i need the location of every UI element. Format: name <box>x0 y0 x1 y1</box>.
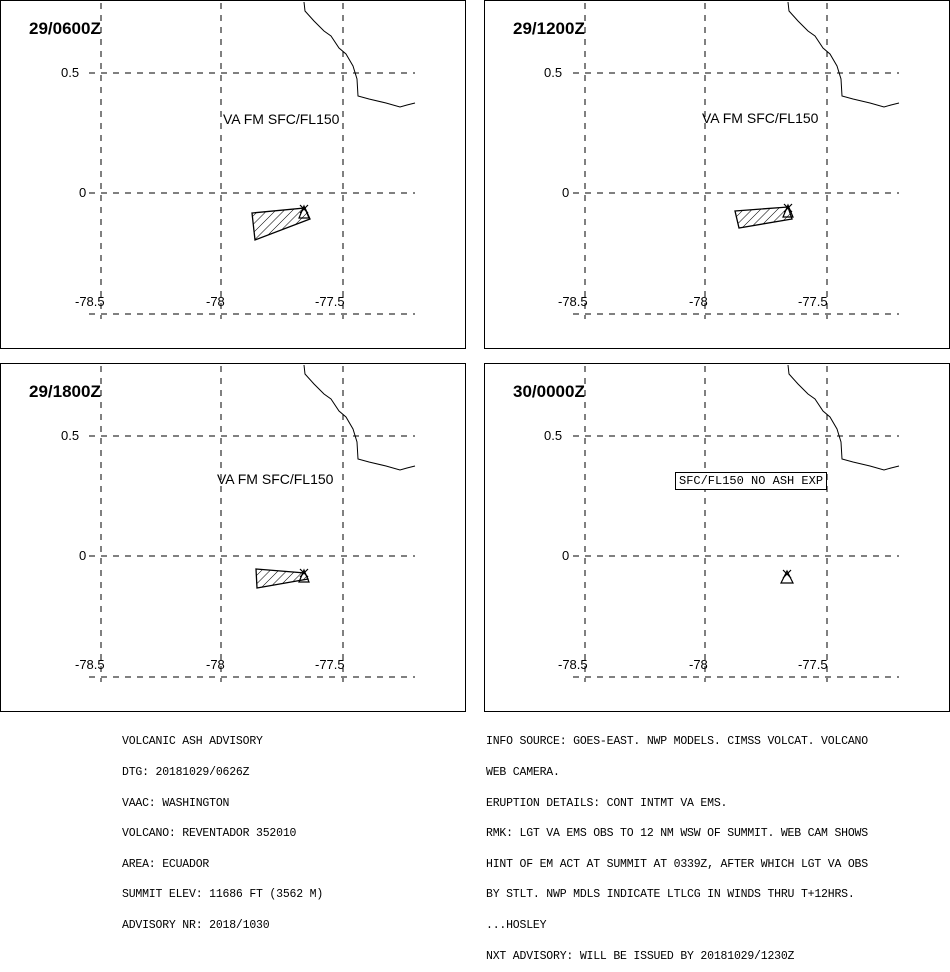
volcano-icon <box>782 203 794 218</box>
lat-tick-0: 0 <box>79 548 87 563</box>
lon-tick-785: -78.5 <box>75 294 105 309</box>
lon-tick-775: -77.5 <box>798 657 828 672</box>
advisory-line: AREA: ECUADOR <box>122 857 210 871</box>
lon-tick-785: -78.5 <box>75 657 105 672</box>
lon-tick-775: -77.5 <box>798 294 828 309</box>
lon-tick-775: -77.5 <box>315 657 345 672</box>
lat-tick-0: 0 <box>562 548 570 563</box>
ash-cloud-polygon <box>251 207 311 241</box>
map-graphic <box>573 1 900 319</box>
ash-label: VA FM SFC/FL150 <box>217 471 334 487</box>
panel-time: 29/1200Z <box>513 19 585 38</box>
advisory-line: SUMMIT ELEV: 11686 FT (3562 M) <box>122 888 324 902</box>
advisory-line: DTG: 20181029/0626Z <box>122 766 250 779</box>
ash-cloud-polygon <box>734 206 793 229</box>
volcano-icon <box>298 568 310 583</box>
panel-time: 30/0000Z <box>513 382 585 401</box>
advisory-line: NXT ADVISORY: WILL BE ISSUED BY 20181029… <box>486 949 795 963</box>
advisory-line: INFO SOURCE: GOES-EAST. NWP MODELS. CIMS… <box>486 735 868 749</box>
advisory-header-block: VOLCANIC ASH ADVISORY DTG: 20181029/0626… <box>122 717 323 941</box>
coastline <box>787 1 900 108</box>
map-graphic <box>573 364 900 682</box>
advisory-details-block: INFO SOURCE: GOES-EAST. NWP MODELS. CIMS… <box>486 717 868 972</box>
map-graphic <box>89 1 416 319</box>
lon-tick-775: -77.5 <box>315 294 345 309</box>
lat-tick-05: 0.5 <box>61 65 80 80</box>
coastline <box>787 364 900 471</box>
graticule <box>573 3 899 319</box>
advisory-line: VOLCANIC ASH ADVISORY <box>122 735 263 749</box>
forecast-panel-0600: 29/0600Z VA FM SFC/FL150 0.5 0 -78.5 -78… <box>0 0 466 349</box>
lon-tick-78: -78 <box>689 294 708 309</box>
lon-tick-78: -78 <box>206 294 225 309</box>
volcano-icon <box>780 569 794 584</box>
panel-time: 29/1800Z <box>29 382 101 401</box>
lon-tick-785: -78.5 <box>558 657 588 672</box>
advisory-line: WEB CAMERA. <box>486 766 560 779</box>
advisory-line: ADVISORY NR: 2018/1030 <box>122 918 270 932</box>
lon-tick-78: -78 <box>689 657 708 672</box>
ash-label: VA FM SFC/FL150 <box>702 110 819 126</box>
advisory-line: BY STLT. NWP MDLS INDICATE LTLCG IN WIND… <box>486 888 855 902</box>
no-ash-label: SFC/FL150 NO ASH EXP <box>675 472 828 490</box>
lat-tick-0: 0 <box>562 185 570 200</box>
forecast-panel-1200: 29/1200Z VA FM SFC/FL150 0.5 0 -78.5 -78… <box>484 0 950 349</box>
map-graphic <box>89 364 416 682</box>
volcano-icon <box>298 204 310 219</box>
graticule <box>573 366 899 682</box>
lat-tick-05: 0.5 <box>544 428 563 443</box>
advisory-line: ...HOSLEY <box>486 918 547 932</box>
lat-tick-05: 0.5 <box>544 65 563 80</box>
graticule <box>89 366 415 682</box>
advisory-line: RMK: LGT VA EMS OBS TO 12 NM WSW OF SUMM… <box>486 827 868 841</box>
forecast-panel-0000: 30/0000Z SFC/FL150 NO ASH EXP 0.5 0 -78.… <box>484 363 950 712</box>
lat-tick-0: 0 <box>79 185 87 200</box>
advisory-line: VOLCANO: REVENTADOR 352010 <box>122 827 297 841</box>
coastline <box>303 364 416 471</box>
advisory-line: VAAC: WASHINGTON <box>122 796 230 810</box>
coastline <box>303 1 416 108</box>
ash-label: VA FM SFC/FL150 <box>223 111 340 127</box>
forecast-panel-1800: 29/1800Z VA FM SFC/FL150 0.5 0 -78.5 -78… <box>0 363 466 712</box>
graticule <box>89 3 415 319</box>
lon-tick-78: -78 <box>206 657 225 672</box>
advisory-line: ERUPTION DETAILS: CONT INTMT VA EMS. <box>486 796 728 810</box>
lon-tick-785: -78.5 <box>558 294 588 309</box>
panel-time: 29/0600Z <box>29 19 101 38</box>
lat-tick-05: 0.5 <box>61 428 80 443</box>
advisory-line: HINT OF EM ACT AT SUMMIT AT 0339Z, AFTER… <box>486 857 868 871</box>
